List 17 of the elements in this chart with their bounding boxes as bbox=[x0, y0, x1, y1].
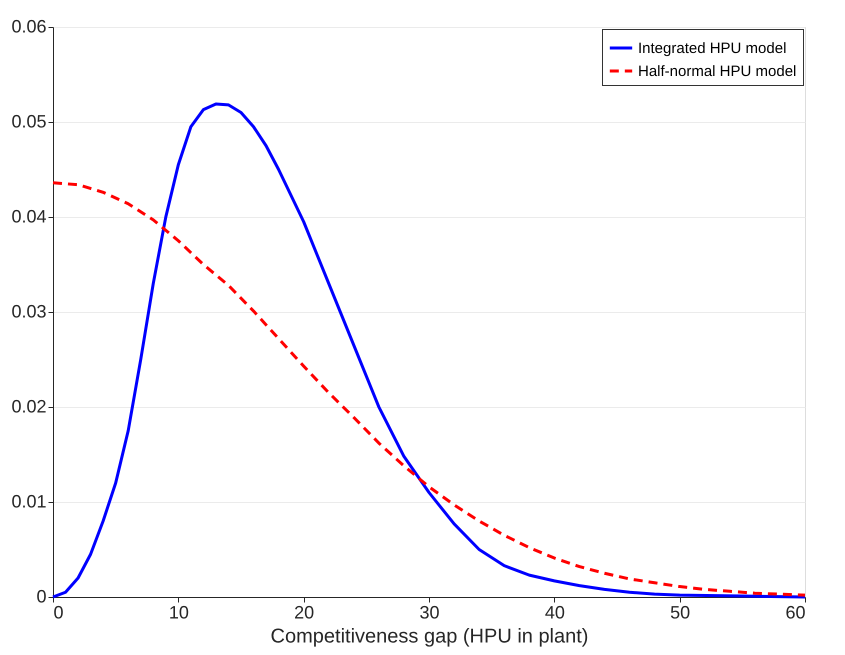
x-axis-title: Competitiveness gap (HPU in plant) bbox=[270, 626, 588, 648]
y-tick-label: 0.04 bbox=[11, 206, 46, 226]
x-tick-label: 0 bbox=[54, 602, 64, 622]
legend-label: Integrated HPU model bbox=[638, 40, 786, 57]
x-tick-label: 10 bbox=[168, 602, 189, 622]
x-tick-label: 60 bbox=[785, 602, 806, 622]
legend-label: Half-normal HPU model bbox=[638, 63, 796, 80]
x-tick-label: 50 bbox=[670, 602, 690, 622]
x-tick-label: 30 bbox=[419, 602, 440, 622]
y-tick-label: 0.03 bbox=[11, 302, 46, 322]
x-tick-label: 40 bbox=[544, 602, 565, 622]
x-tick-label: 20 bbox=[294, 602, 314, 622]
y-tick-label: 0.01 bbox=[11, 492, 46, 512]
y-tick-label: 0.05 bbox=[11, 112, 46, 132]
y-tick-label: 0.02 bbox=[11, 396, 46, 416]
y-tick-label: 0.06 bbox=[11, 16, 46, 36]
y-tick-label: 0 bbox=[36, 586, 46, 606]
